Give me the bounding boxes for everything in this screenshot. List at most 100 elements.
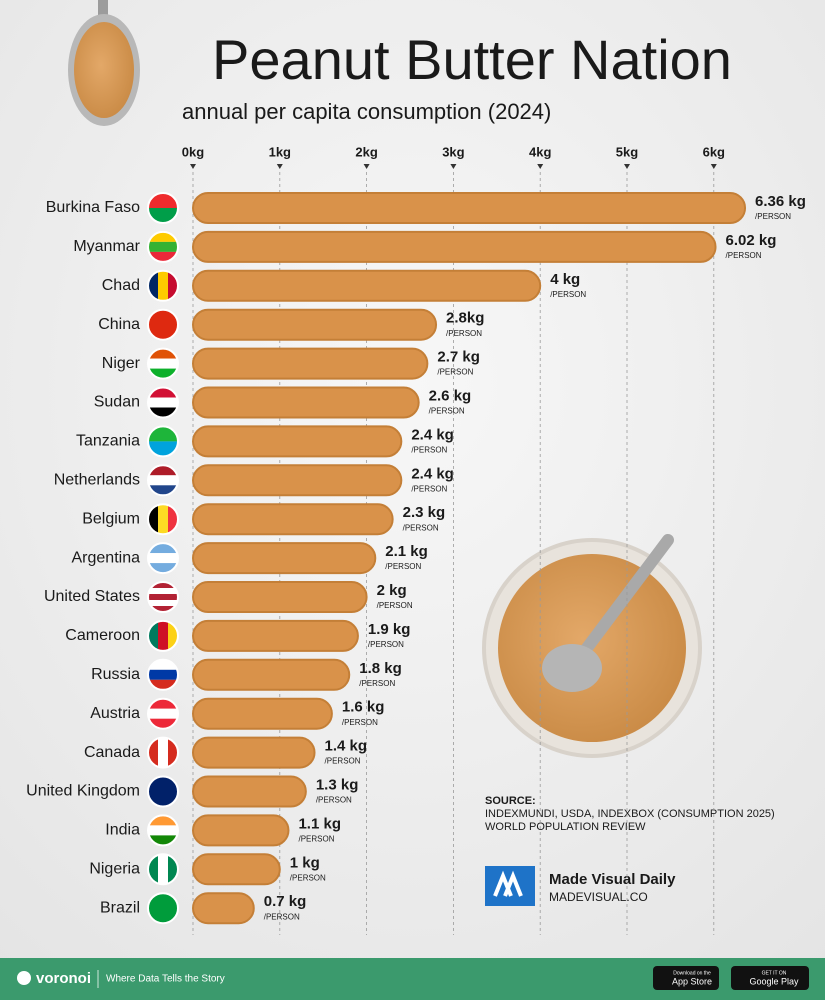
bar [192,308,438,341]
value-label: 1.8 kg [359,660,402,677]
flag [147,269,179,302]
category-label: Russia [91,666,140,683]
x-tick-label: 5kg [616,144,638,159]
app-store-badge[interactable] [653,966,719,990]
bar [192,814,290,847]
flag [147,425,179,458]
badge-small-text: GET IT ON [762,970,787,976]
x-tick-label: 0kg [182,144,204,159]
category-label: Netherlands [54,472,140,489]
value-note: /PERSON [403,523,439,532]
x-tick-label: 3kg [442,144,464,159]
value-label: 2.4 kg [411,465,454,482]
flag-stripe [148,441,178,457]
bar [192,581,368,613]
flag-stripe [158,270,168,301]
flag-stripe [148,348,178,359]
value-note: /PERSON [368,640,404,649]
category-label: Chad [102,277,140,294]
value-note: /PERSON [377,601,413,610]
flag-stripe [148,251,178,262]
value-label: 6.36 kg [755,193,806,210]
flag-stripe [158,620,168,651]
flag-stripe [148,241,178,252]
value-note: /PERSON [755,212,791,221]
flag-body [148,426,178,457]
flag-body [148,348,178,379]
bar [192,775,307,808]
flag-border [147,853,179,886]
flag-stripe [148,600,178,606]
flag-body [148,231,178,262]
brand-url: MADEVISUAL.CO [549,890,648,904]
x-tick-label: 1kg [269,144,291,159]
bar [192,503,394,536]
flag-border [147,736,179,769]
value-label: 1.4 kg [325,738,368,755]
flag-stripe [148,669,178,680]
flag [147,775,179,808]
flag [147,697,179,730]
tick-mark [537,164,544,169]
source-line: WORLD POPULATION REVIEW [485,821,646,833]
flag-border [147,775,179,808]
flag-stripe [148,231,178,242]
flag-body [148,698,178,729]
flag-border [147,503,179,536]
flag-body [148,659,178,690]
flag-stripe [168,737,178,768]
value-label: 0.7 kg [264,893,307,910]
value-label: 2.6 kg [429,387,472,404]
value-note: /PERSON [429,407,465,416]
flag-stripe [148,718,178,729]
value-note: /PERSON [446,329,482,338]
flag [147,308,179,341]
flag-stripe [148,737,158,768]
spoon-decoration [68,0,140,126]
flag-border [147,892,179,925]
value-label: 6.02 kg [726,232,777,249]
value-label: 2.1 kg [385,543,428,560]
tick-mark [710,164,717,169]
value-note: /PERSON [264,912,300,921]
badge-small-text: Download on the [673,970,711,976]
x-tick-label: 2kg [355,144,377,159]
flag-stripe [148,475,178,486]
category-label: Burkina Faso [46,199,140,216]
flag-stripe [148,698,178,709]
value-label: 1.9 kg [368,621,411,638]
chart-subtitle: annual per capita consumption (2024) [182,99,551,124]
bar [192,269,542,302]
flag [147,503,179,536]
flag-border [147,581,179,613]
value-label: 2.8kg [446,310,484,327]
value-label: 1.1 kg [298,815,341,832]
bar [192,853,281,886]
flag-stripe [168,270,178,301]
value-note: /PERSON [437,368,473,377]
badge-text: App Store [672,976,712,986]
x-tick-label: 4kg [529,144,551,159]
value-label: 2.4 kg [411,426,454,443]
flag-border [147,658,179,691]
flag-border [147,697,179,730]
flag-stripe [148,563,178,574]
google-play-badge[interactable] [731,966,809,990]
flag-body [148,620,178,651]
flag-body [148,854,178,885]
category-label: Myanmar [73,238,140,255]
flag-border [147,464,179,497]
value-label: 2.3 kg [403,504,446,521]
flag-stripe [148,620,158,651]
bar [192,658,351,691]
flag [147,853,179,886]
flag [147,658,179,691]
value-note: /PERSON [411,446,447,455]
flag-stripe [148,708,178,719]
flag-stripe [148,193,178,208]
category-label: Nigeria [89,861,140,878]
flag-stripe [148,387,178,398]
flag-stripe [148,825,178,836]
tick-mark [190,164,196,169]
